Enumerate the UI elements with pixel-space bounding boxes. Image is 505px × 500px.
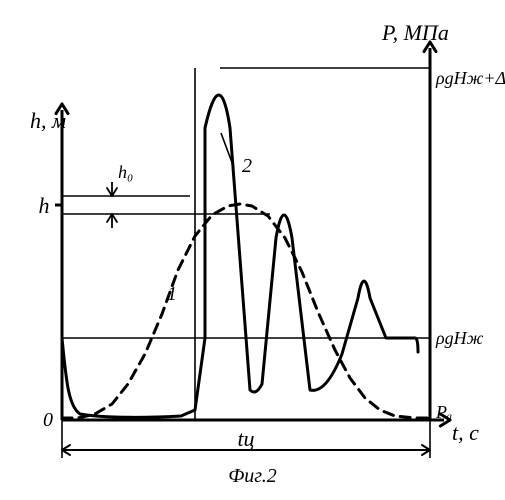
right-top-label: ρgHж+ΔP <box>435 68 505 88</box>
curve2-label: 2 <box>242 155 252 177</box>
figure-root: h, м h h₀ 0 P, МПа ρgHж+ΔP ρgHж Pₐt, c tц 1 2 Фиг.2 <box>0 0 505 500</box>
right-axis-title: P, МПа <box>381 20 449 45</box>
x-axis-title: t, c <box>452 420 479 445</box>
h-label: h <box>39 193 50 218</box>
curve1-label: 1 <box>167 283 177 305</box>
h0-label: h₀ <box>118 162 133 182</box>
tc-label: tц <box>237 426 254 451</box>
left-axis-title: h, м <box>30 108 66 133</box>
figure-caption: Фиг.2 <box>228 465 277 487</box>
right-bottom-label: Pₐ <box>435 402 452 422</box>
zero-label: 0 <box>43 409 53 431</box>
chart-svg: h, м h h₀ 0 P, МПа ρgHж+ΔP ρgHж Pₐt, c tц 1 2 Фиг.2 <box>0 0 505 500</box>
right-mid-label: ρgHж <box>435 328 484 348</box>
